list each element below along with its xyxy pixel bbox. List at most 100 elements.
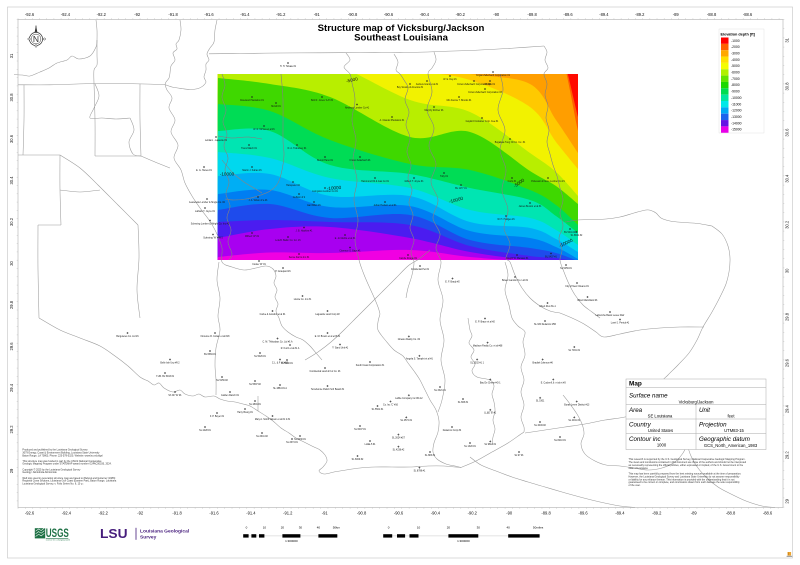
svg-text:-10000: -10000	[731, 96, 742, 100]
svg-text:-89.2: -89.2	[635, 12, 645, 17]
svg-text:Geologic Mapping Program under: Geologic Mapping Program under STATEMAP …	[22, 463, 111, 466]
svg-text:Bradish Johnson #6: Bradish Johnson #6	[533, 361, 554, 364]
svg-text:-88.6: -88.6	[763, 511, 773, 516]
svg-text:Hanspeter #2: Hanspeter #2	[286, 184, 301, 187]
svg-text:LSU: LSU	[100, 526, 128, 541]
svg-text:Murphy Rohner #1: Murphy Rohner #1	[424, 109, 444, 112]
svg-text:Louisiana Geological: Louisiana Geological	[140, 529, 190, 535]
svg-text:-91.2: -91.2	[276, 12, 286, 17]
svg-text:D. A. Trabulsey #1: D. A. Trabulsey #1	[288, 147, 307, 150]
svg-text:SL 5156 #2: SL 5156 #2	[216, 380, 228, 382]
svg-text:-90.2: -90.2	[456, 12, 466, 17]
svg-text:-91.6: -91.6	[209, 511, 219, 516]
svg-text:Area: Area	[628, 407, 643, 414]
svg-text:Livingston Lumber Co #1: Livingston Lumber Co #1	[312, 190, 338, 193]
svg-text:Bay De Chene #G-1: Bay De Chene #G-1	[480, 382, 501, 384]
svg-text:SL 7031 #1: SL 7031 #1	[568, 350, 580, 352]
svg-text:Schexing 'W' #49 5: Schexing 'W' #49 5	[203, 237, 223, 239]
svg-text:30.6: 30.6	[9, 134, 14, 143]
svg-text:3079 Energy, Coast & Environme: 3079 Energy, Coast & Environment Buildin…	[22, 451, 100, 454]
svg-text:Tully #1: Tully #1	[440, 176, 449, 178]
svg-text:SL 4801 #1: SL 4801 #1	[249, 404, 261, 406]
svg-text:E. F. Brady #2: E. F. Brady #2	[445, 280, 460, 283]
svg-text:Bower Landon Co. Ltd #1: Bower Landon Co. Ltd #1	[502, 279, 529, 282]
svg-text:Lafourche Basin Levee Distr: Lafourche Basin Levee Distr	[596, 314, 625, 317]
svg-text:-91.2: -91.2	[283, 511, 293, 516]
svg-text:Delacroix Corp #4: Delacroix Corp #4	[443, 429, 462, 432]
svg-text:SL 5501 #1: SL 5501 #1	[372, 409, 384, 411]
svg-text:29.6: 29.6	[785, 358, 790, 367]
svg-text:Bob R. Jones 'A-8' #1: Bob R. Jones 'A-8' #1	[311, 99, 334, 102]
svg-text:-91.8: -91.8	[168, 12, 178, 17]
svg-text:Gaylord Container Corp. Fee #1: Gaylord Container Corp. Fee #1	[466, 120, 499, 123]
svg-text:Geographic datum: Geographic datum	[699, 436, 750, 443]
svg-text:UTM83-15: UTM83-15	[724, 428, 744, 433]
svg-text:SL 2624 #27: SL 2624 #27	[392, 437, 406, 439]
svg-text:30: 30	[477, 526, 481, 530]
svg-text:Projection: Projection	[699, 422, 727, 429]
svg-text:Latham T. Joyce #1: Latham T. Joyce #1	[195, 210, 216, 213]
svg-text:guaranteed to be correct or co: guaranteed to be correct or complete, an…	[629, 481, 741, 484]
svg-text:Terrebonne Parish Sch Board #1: Terrebonne Parish Sch Board #1	[311, 388, 345, 391]
svg-text:-2000: -2000	[731, 45, 740, 49]
svg-text:Vicksburg/Jackson: Vicksburg/Jackson	[679, 399, 715, 404]
svg-text:Bogalusa Tung Oil Co. Inc. #1: Bogalusa Tung Oil Co. Inc. #1	[495, 142, 526, 144]
svg-text:SL 6007 #1: SL 6007 #1	[354, 429, 366, 431]
svg-text:40: 40	[317, 526, 321, 530]
svg-text:-5000: -5000	[346, 76, 359, 83]
svg-text:Baton Rouge, LA 70803, Phone:: Baton Rouge, LA 70803, Phone: 225-578-53…	[22, 454, 103, 457]
svg-text:Earl Miles #1: Earl Miles #1	[307, 204, 321, 207]
svg-text:Trans Match #1: Trans Match #1	[241, 147, 258, 150]
svg-text:-92: -92	[137, 511, 144, 516]
svg-text:Country: Country	[629, 422, 652, 429]
svg-text:Produced and published by the: Produced and published by the Louisiana …	[22, 449, 88, 452]
svg-text:Elevation depth [ft]: Elevation depth [ft]	[721, 33, 756, 37]
svg-text:50km: 50km	[333, 526, 341, 530]
svg-text:-89.4: -89.4	[599, 12, 609, 17]
svg-text:-88.8: -88.8	[726, 511, 736, 516]
svg-text:LL&E 'B' #1: LL&E 'B' #1	[484, 413, 497, 415]
svg-text:29: 29	[9, 468, 14, 473]
svg-text:40: 40	[507, 526, 511, 530]
svg-text:-12000: -12000	[731, 109, 742, 113]
svg-text:-10000: -10000	[220, 172, 235, 177]
svg-text:-9000: -9000	[731, 90, 740, 94]
svg-text:1:300000: 1:300000	[285, 539, 298, 543]
svg-text:Leblanc - Lajaunie #1: Leblanc - Lajaunie #1	[205, 140, 228, 142]
svg-text:30: 30	[299, 526, 303, 530]
svg-text:or liability for any reliance: or liability for any reliance thereon. T…	[629, 478, 735, 481]
svg-text:USGS: USGS	[46, 528, 69, 540]
svg-text:SL 1901: SL 1901	[536, 401, 545, 403]
svg-text:30.4: 30.4	[9, 176, 14, 185]
svg-text:29.2: 29.2	[9, 425, 14, 434]
svg-text:30.2: 30.2	[9, 217, 14, 226]
svg-text:SL 4041 #1: SL 4041 #1	[568, 420, 580, 422]
svg-text:SL 1320 #1: SL 1320 #1	[464, 446, 476, 448]
svg-text:C.L. & F 'A' #1B: C.L. & F 'A' #1B	[272, 361, 289, 364]
svg-text:Laguarde Land Corp #2: Laguarde Land Corp #2	[315, 313, 340, 316]
svg-text:-90.8: -90.8	[348, 12, 358, 17]
svg-text:-5000: -5000	[731, 64, 740, 68]
svg-text:Wilbert 'W' #1: Wilbert 'W' #1	[245, 235, 260, 238]
svg-text:-90: -90	[506, 511, 513, 516]
svg-text:30: 30	[785, 268, 790, 273]
svg-text:Y.UR. BL 5043 #1: Y.UR. BL 5043 #1	[156, 376, 175, 378]
svg-text:SL 6000 #2: SL 6000 #2	[352, 459, 364, 461]
svg-text:SL 2641 #2: SL 2641 #2	[256, 436, 268, 438]
svg-text:E. Jo Melilio et al #1: E. Jo Melilio et al #1	[335, 237, 356, 240]
svg-text:H. H. Tolsaie #1: H. H. Tolsaie #1	[280, 66, 297, 68]
svg-text:W. E. Day #1: W. E. Day #1	[443, 79, 457, 81]
svg-text:-91.8: -91.8	[172, 511, 182, 516]
svg-text:29.6: 29.6	[9, 342, 14, 351]
svg-text:Martin J. Kahao #1: Martin J. Kahao #1	[242, 169, 262, 172]
svg-text:SL 8841 #2: SL 8841 #2	[571, 235, 583, 237]
svg-text:Sh Oil 'W' #1: Sh Oil 'W' #1	[168, 395, 182, 397]
svg-text:Continental Land & Fur Co. #1: Continental Land & Fur Co. #1	[309, 370, 341, 373]
svg-text:J. B. Hopkins #1: J. B. Hopkins #1	[296, 230, 313, 232]
svg-text:SL 9613 #1: SL 9613 #1	[484, 444, 496, 446]
svg-text:-90.4: -90.4	[420, 12, 430, 17]
svg-text:1000: 1000	[657, 443, 667, 448]
svg-text:-10000: -10000	[327, 185, 342, 191]
svg-text:'Y' Sand Unit #1: 'Y' Sand Unit #1	[332, 346, 349, 349]
svg-text:E. P. Brace et al #2: E. P. Brace et al #2	[475, 320, 495, 323]
